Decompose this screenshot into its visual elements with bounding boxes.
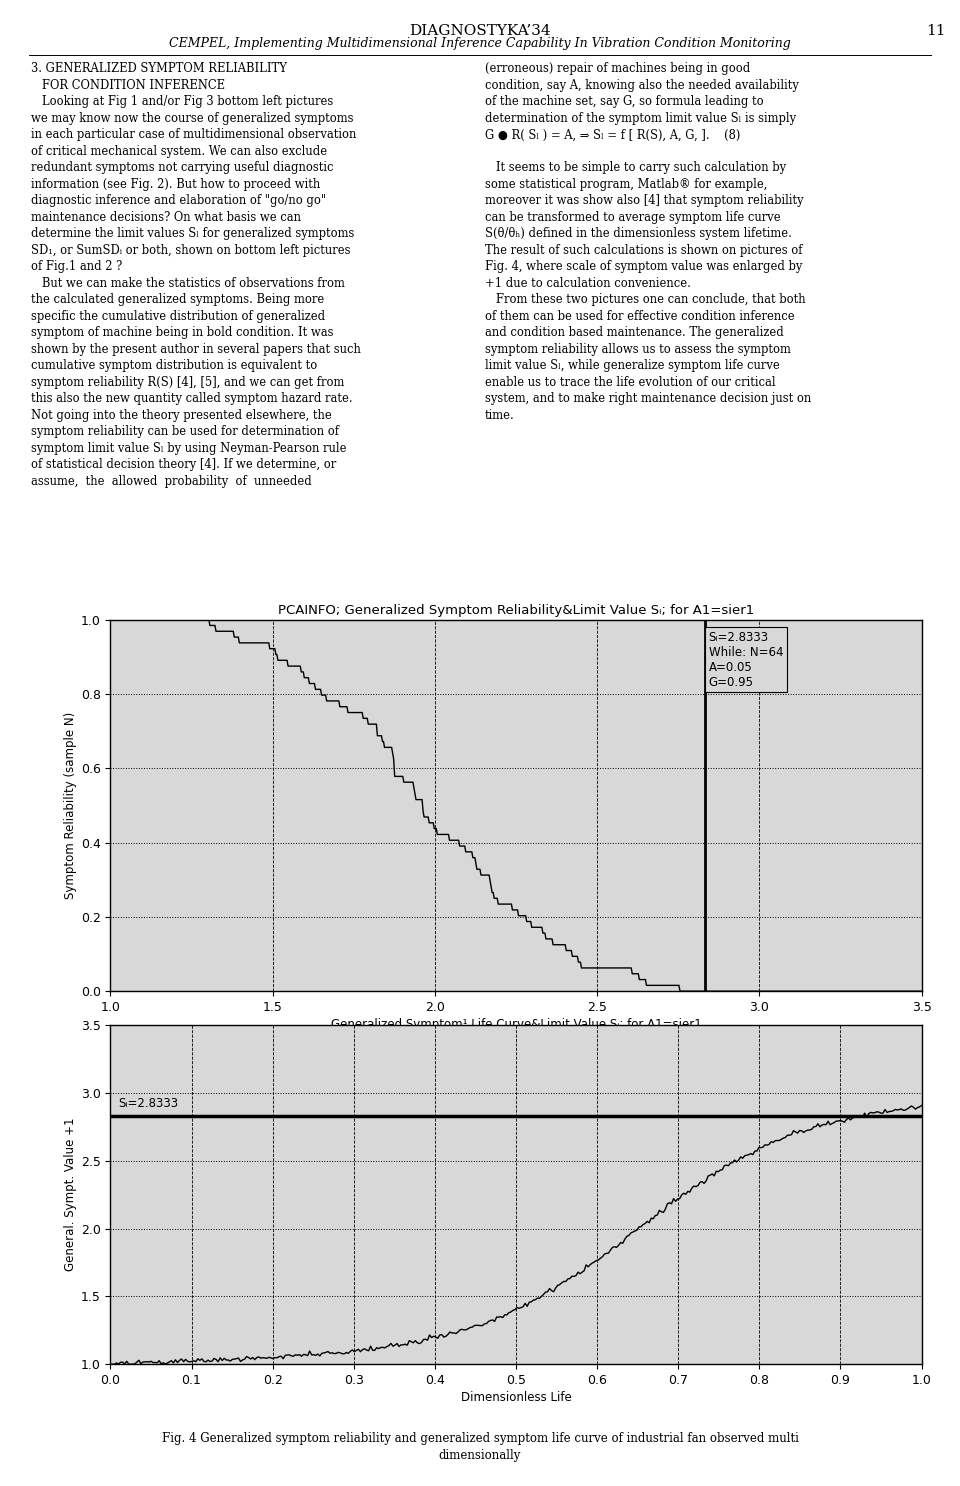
Text: (erroneous) repair of machines being in good
condition, say A, knowing also the : (erroneous) repair of machines being in … (485, 62, 811, 422)
Text: Sᵢ=2.8333
While: N=64
A=0.05
G=0.95: Sᵢ=2.8333 While: N=64 A=0.05 G=0.95 (708, 630, 783, 690)
Y-axis label: General. Sympt. Value +1: General. Sympt. Value +1 (63, 1117, 77, 1272)
Text: Sᵢ=2.8333: Sᵢ=2.8333 (118, 1097, 179, 1110)
Title: PCAINFO; Generalized Symptom Reliability&Limit Value Sᵢ; for A1=sier1: PCAINFO; Generalized Symptom Reliability… (277, 605, 755, 617)
Text: 11: 11 (926, 24, 946, 37)
Y-axis label: Symptom Reliability (sample N): Symptom Reliability (sample N) (63, 712, 77, 899)
Text: DIAGNOSTYKA’34: DIAGNOSTYKA’34 (409, 24, 551, 37)
Text: CEMPEL, Implementing Multidimensional Inference Capability In Vibration Conditio: CEMPEL, Implementing Multidimensional In… (169, 37, 791, 51)
X-axis label: Dimensionless Life: Dimensionless Life (461, 1391, 571, 1404)
Text: Fig. 4 Generalized symptom reliability and generalized symptom life curve of ind: Fig. 4 Generalized symptom reliability a… (161, 1433, 799, 1462)
X-axis label: Generalized Symptom¹ Life Curve&Limit Value Sᵢ; for A1=sier1: Generalized Symptom¹ Life Curve&Limit Va… (330, 1018, 702, 1031)
Text: 3. GENERALIZED SYMPTOM RELIABILITY
   FOR CONDITION INFERENCE
   Looking at Fig : 3. GENERALIZED SYMPTOM RELIABILITY FOR C… (31, 62, 361, 487)
